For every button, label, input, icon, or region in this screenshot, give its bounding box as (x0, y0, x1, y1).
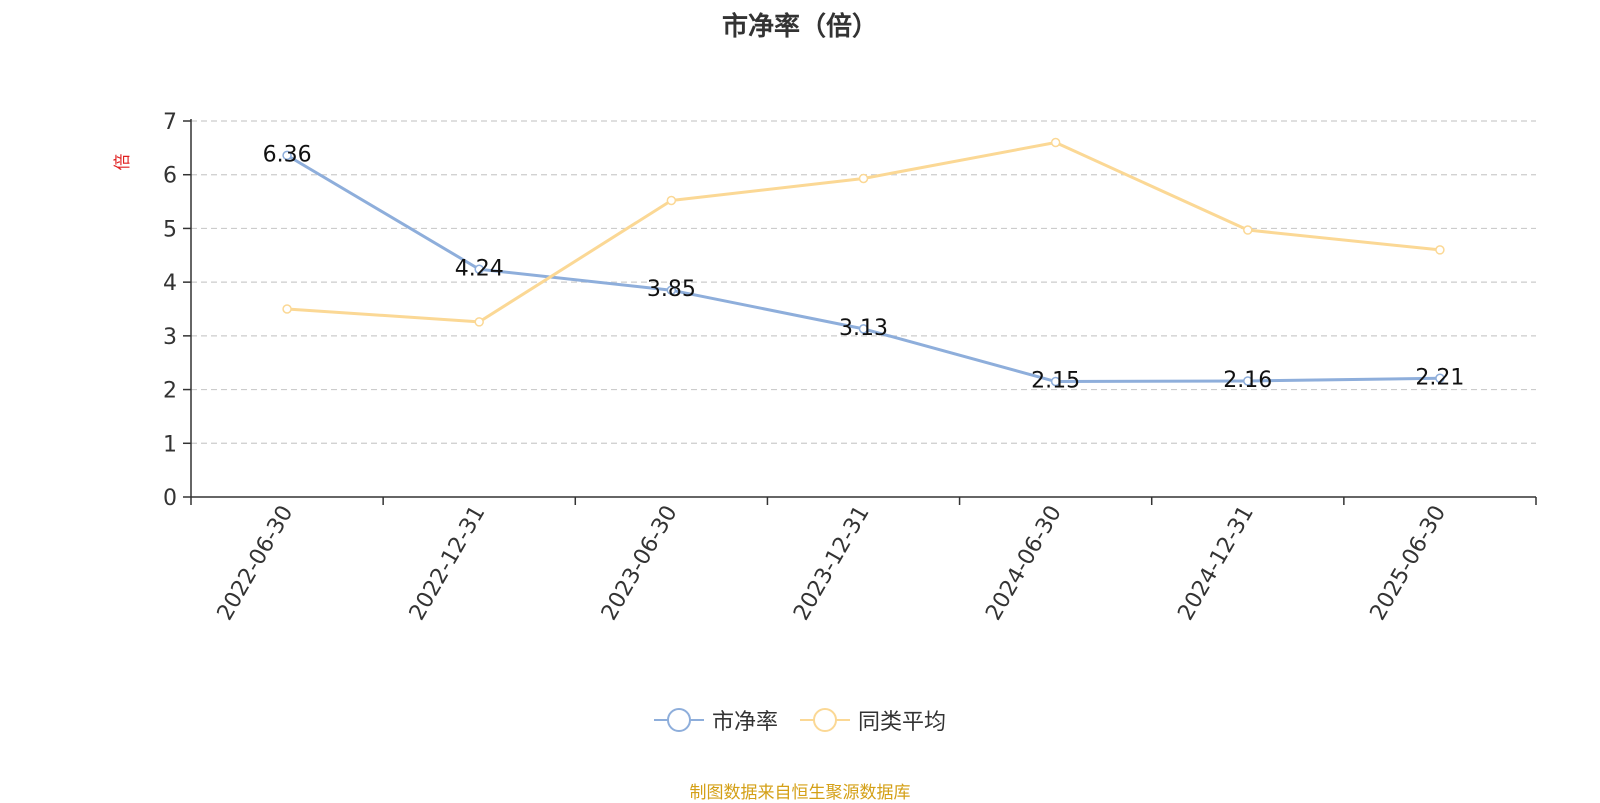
data-label: 3.85 (647, 277, 696, 302)
legend: 市净率 同类平均 (0, 704, 1600, 736)
y-tick-label: 2 (163, 379, 177, 404)
x-tick-label: 2023-12-31 (789, 502, 875, 625)
data-labels: 6.36 4.24 3.85 3.13 2.15 2.16 2.21 (263, 142, 1465, 393)
y-tick-label: 5 (163, 217, 177, 242)
legend-label: 同类平均 (858, 710, 947, 735)
y-tick-label: 0 (163, 486, 177, 511)
series-1-point (474, 264, 484, 275)
data-label: 6.36 (263, 142, 312, 167)
series (282, 137, 1445, 387)
x-tick-label: 2025-06-30 (1366, 502, 1452, 625)
legend-line-circle-icon (653, 708, 704, 732)
legend-item-1[interactable]: 市净率 (653, 704, 778, 736)
series-1-point (1435, 373, 1445, 384)
series-2-point (1435, 245, 1445, 255)
series-2-point (858, 173, 869, 184)
x-tick-label: 2022-06-30 (213, 502, 299, 625)
series-1-point (1050, 376, 1061, 387)
y-axis-title: 倍 (113, 154, 133, 171)
legend-line-circle-icon (800, 708, 850, 732)
x-tick-label: 2022-12-31 (405, 502, 491, 625)
series-1-point (1243, 376, 1253, 386)
legend-label: 市净率 (711, 710, 778, 735)
series-2-point (282, 304, 292, 314)
data-label: 3.13 (839, 316, 888, 341)
x-tick-label: 2024-12-31 (1173, 502, 1259, 625)
chart-title: 市净率（倍） (721, 12, 878, 42)
data-label: 2.21 (1415, 365, 1464, 390)
data-label: 4.24 (455, 256, 504, 281)
y-tick-label: 3 (163, 325, 177, 350)
series-1-point (858, 324, 869, 334)
data-source-note: 制图数据来自恒生聚源数据库 (689, 783, 911, 803)
series-1-point (666, 285, 677, 295)
y-tick-label: 6 (163, 164, 177, 189)
y-tick-label: 1 (163, 432, 177, 457)
series-2-point (1243, 225, 1253, 235)
series-2-point (666, 195, 677, 206)
legend-marker (813, 708, 837, 732)
series-2-point (1050, 137, 1061, 148)
legend-marker (666, 708, 691, 732)
y-tick-label: 7 (163, 110, 177, 135)
series-1-point (282, 150, 292, 161)
series-line-2 (286, 140, 1441, 324)
x-tick-label: 2023-06-30 (597, 502, 683, 625)
axes: 0 1 2 3 4 5 6 7 2022-06-30 2022-12-31 2023-06-30 20… (163, 110, 1537, 625)
series-2-point (474, 317, 484, 327)
y-tick-label: 4 (163, 271, 177, 296)
data-label: 2.15 (1031, 369, 1080, 394)
x-tick-label: 2024-06-30 (981, 502, 1067, 625)
legend-item-2[interactable]: 同类平均 (800, 704, 946, 736)
data-label: 2.16 (1223, 368, 1272, 393)
grid-lines (191, 120, 1536, 444)
